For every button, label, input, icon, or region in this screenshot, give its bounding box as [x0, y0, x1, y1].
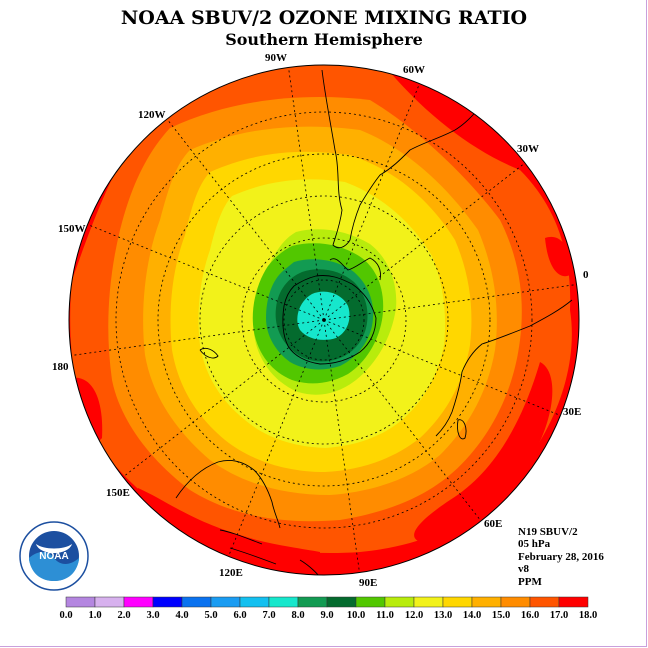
lon-label-90e: 90E — [359, 577, 377, 589]
coast-antarctic-peninsula — [329, 257, 381, 281]
colorbar-label: 18.0 — [579, 610, 597, 621]
lon-label-150w: 150W — [58, 223, 86, 235]
colorbar-label: 0.0 — [59, 610, 72, 621]
map-subtitle: Southern Hemisphere — [225, 30, 423, 49]
lon-label-60e: 60E — [484, 518, 502, 530]
colorbar-label: 8.0 — [291, 610, 304, 621]
colorbar-box — [94, 596, 125, 608]
colorbar-box — [65, 596, 96, 608]
colorbar-label: 6.0 — [233, 610, 246, 621]
colorbar-label: 11.0 — [376, 610, 394, 621]
colorbar-label: 7.0 — [262, 610, 275, 621]
colorbar-label: 13.0 — [434, 610, 452, 621]
coast-indonesia — [219, 529, 323, 575]
map-title: NOAA SBUV/2 OZONE MIXING RATIO — [120, 7, 528, 29]
lon-label-120w: 120W — [138, 109, 166, 121]
info-date: February 28, 2016 — [518, 550, 604, 563]
lon-label-0: 0 — [583, 269, 589, 281]
lon-label-30w: 30W — [517, 143, 539, 155]
info-satellite: N19 SBUV/2 — [518, 526, 578, 538]
latitude-ring-50s — [157, 153, 491, 487]
colorbar-box — [529, 596, 560, 608]
colorbar-label: 5.0 — [204, 610, 217, 621]
colorbar-box — [442, 596, 473, 608]
info-units: PPM — [518, 575, 542, 588]
latitude-ring-70s — [241, 237, 407, 403]
lon-label-30e: 30E — [563, 406, 581, 418]
coast-south-america — [321, 69, 486, 249]
colorbar-labels: 0.0 1.0 2.0 3.0 4.0 5.0 6.0 7.0 8.0 9.0 10.0 11.0 12… — [59, 610, 597, 621]
colorbar-box — [471, 596, 502, 608]
colorbar-label: 17.0 — [550, 610, 568, 621]
colorbar-box — [384, 596, 415, 608]
colorbar-box — [152, 596, 183, 608]
colorbar-box — [558, 596, 589, 608]
lon-label-180: 180 — [52, 361, 69, 373]
contour-red-southeast-band — [414, 362, 553, 542]
colorbar-label: 16.0 — [521, 610, 539, 621]
contour-cyan — [297, 291, 350, 340]
colorbar-label: 14.0 — [463, 610, 481, 621]
colorbar-label: 2.0 — [117, 610, 130, 621]
colorbar-label: 1.0 — [88, 610, 101, 621]
noaa-logo-text: NOAA — [39, 551, 68, 562]
coast-new-zealand — [199, 347, 219, 359]
colorbar-box — [239, 596, 270, 608]
lon-label-120e: 120E — [219, 567, 243, 579]
colorbar-box — [500, 596, 531, 608]
coastlines — [175, 69, 573, 575]
colorbar-box — [355, 596, 386, 608]
lon-label-150e: 150E — [106, 487, 130, 499]
map-boundary — [68, 64, 580, 576]
colorbar-label: 10.0 — [347, 610, 365, 621]
colorbar-box — [181, 596, 212, 608]
info-version: v8 — [518, 563, 529, 576]
colorbar-box — [326, 596, 357, 608]
colorbar-boxes — [65, 596, 589, 608]
coast-antarctica — [282, 275, 377, 365]
latitude-ring-40s — [115, 111, 533, 529]
longitude-labels: 90W 60W 30W 0 30E 60E 90E 120E 150E 180 … — [52, 52, 589, 589]
colorbar-box — [297, 596, 328, 608]
coast-australia — [175, 459, 281, 529]
graticule — [71, 67, 577, 573]
coast-madagascar — [457, 419, 467, 440]
colorbar-label: 3.0 — [146, 610, 159, 621]
colorbar-label: 15.0 — [492, 610, 510, 621]
latitude-ring-60s — [199, 195, 449, 445]
info-level: 05 hPa — [518, 538, 551, 551]
lon-label-90w: 90W — [265, 52, 287, 64]
coast-africa — [435, 299, 573, 437]
colorbar-label: 4.0 — [175, 610, 188, 621]
colorbar-box — [123, 596, 154, 608]
noaa-logo: NOAA — [19, 521, 89, 591]
contour-red-east-patch — [545, 236, 571, 277]
colorbar-box — [268, 596, 299, 608]
colorbar-label: 9.0 — [320, 610, 333, 621]
colorbar-label: 12.0 — [405, 610, 423, 621]
lon-label-60w: 60W — [403, 64, 425, 76]
colorbar-box — [210, 596, 241, 608]
latitude-ring-80s — [283, 279, 365, 361]
colorbar-box — [413, 596, 444, 608]
info-block: N19 SBUV/2 05 hPa February 28, 2016 v8 P… — [518, 526, 604, 588]
